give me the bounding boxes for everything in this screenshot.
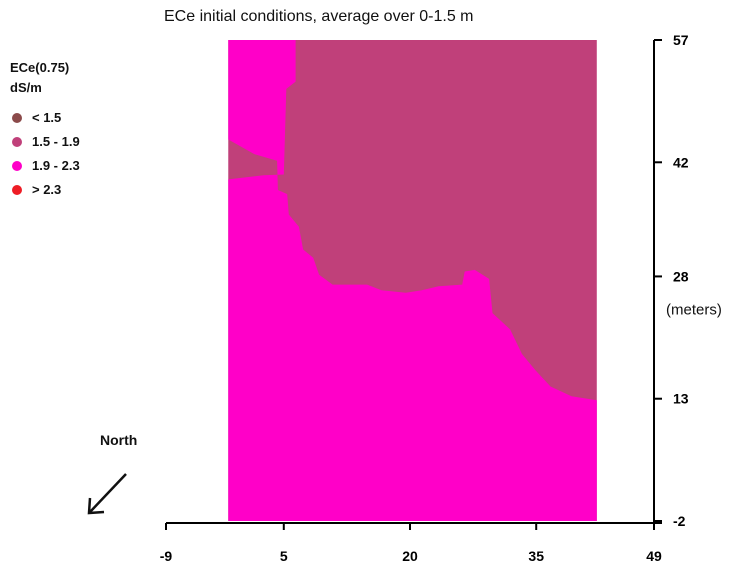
heatmap-fields bbox=[228, 40, 597, 521]
x-ticks: -9 5 20 35 49 bbox=[160, 523, 662, 564]
x-tick-label: 5 bbox=[280, 548, 288, 564]
y-axis-label: (meters) bbox=[666, 301, 722, 318]
x-tick-label: 49 bbox=[646, 548, 662, 564]
y-tick-label: -2 bbox=[673, 513, 686, 529]
y-tick-label: 57 bbox=[673, 32, 689, 48]
x-tick-label: 20 bbox=[402, 548, 418, 564]
x-tick-label: -9 bbox=[160, 548, 173, 564]
y-tick-label: 42 bbox=[673, 154, 689, 170]
y-ticks: 57 42 28 13 -2 bbox=[654, 32, 689, 529]
y-tick-label: 28 bbox=[673, 268, 689, 284]
y-tick-label: 13 bbox=[673, 391, 689, 407]
x-tick-label: 35 bbox=[528, 548, 544, 564]
